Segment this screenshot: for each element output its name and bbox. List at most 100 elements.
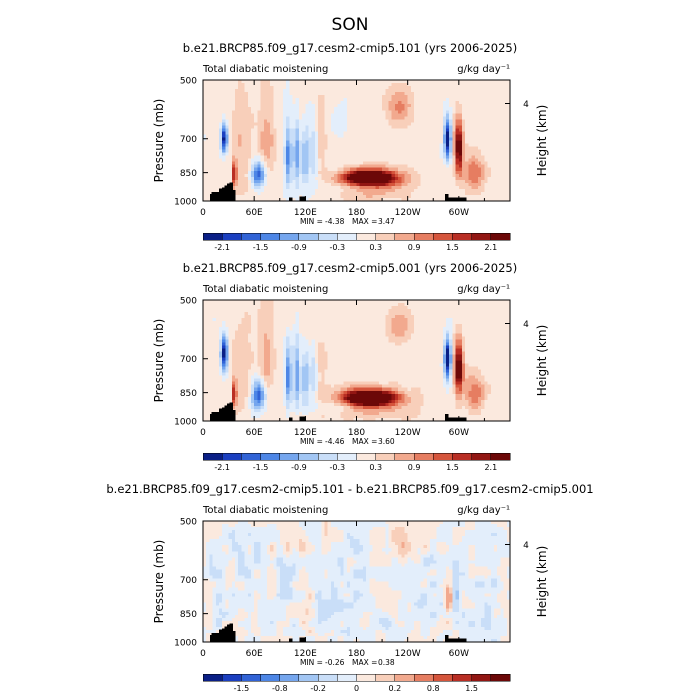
heatmap-cell bbox=[314, 125, 319, 129]
heatmap-cell bbox=[241, 146, 245, 150]
heatmap-cell bbox=[474, 128, 479, 132]
heatmap-cell bbox=[337, 128, 341, 132]
heatmap-cell bbox=[308, 173, 313, 178]
heatmap-cell bbox=[330, 191, 335, 196]
heatmap-cell bbox=[273, 372, 277, 377]
heatmap-cell bbox=[433, 173, 437, 178]
heatmap-cell bbox=[250, 98, 255, 102]
heatmap-cell bbox=[471, 86, 476, 90]
heatmap-cell bbox=[462, 176, 466, 181]
heatmap-cell bbox=[238, 95, 242, 99]
heatmap-cell bbox=[417, 179, 421, 184]
heatmap-cell bbox=[503, 164, 508, 169]
heatmap-cell bbox=[241, 119, 245, 123]
heatmap-cell bbox=[330, 140, 335, 144]
heatmap-cell bbox=[353, 95, 357, 99]
heatmap-cell bbox=[234, 333, 239, 337]
heatmap-cell bbox=[282, 399, 287, 404]
heatmap-cell bbox=[222, 399, 226, 404]
heatmap-cell bbox=[404, 122, 409, 126]
heatmap-cell bbox=[337, 119, 341, 123]
heatmap-cell bbox=[254, 158, 258, 163]
heatmap-cell bbox=[257, 366, 261, 370]
heatmap-cell bbox=[212, 131, 217, 135]
heatmap-cell bbox=[436, 194, 441, 199]
heatmap-cell bbox=[270, 179, 274, 184]
heatmap-cell bbox=[478, 167, 482, 172]
heatmap-cell bbox=[372, 152, 377, 157]
heatmap-cell bbox=[260, 149, 265, 153]
heatmap-cell bbox=[497, 86, 501, 90]
heatmap-cell bbox=[254, 405, 258, 410]
heatmap-cell bbox=[318, 137, 322, 141]
heatmap-cell bbox=[334, 116, 338, 120]
heatmap-cell bbox=[500, 197, 505, 202]
heatmap-cell bbox=[487, 197, 492, 202]
heatmap-cell bbox=[311, 182, 316, 187]
colorbar-box bbox=[279, 232, 300, 241]
heatmap-cell bbox=[359, 161, 364, 166]
heatmap-cell bbox=[314, 167, 319, 172]
heatmap-cell bbox=[257, 369, 261, 373]
heatmap-cell bbox=[270, 158, 274, 163]
heatmap-cell bbox=[250, 116, 255, 120]
heatmap-cell bbox=[234, 312, 239, 316]
heatmap-cell bbox=[478, 119, 482, 123]
heatmap-cell bbox=[308, 125, 313, 129]
heatmap-cell bbox=[465, 155, 469, 160]
heatmap-cell bbox=[481, 80, 485, 84]
heatmap-cell bbox=[241, 185, 245, 190]
heatmap-cell bbox=[337, 83, 341, 87]
heatmap-cell bbox=[458, 155, 463, 160]
heatmap-cell bbox=[506, 80, 511, 84]
heatmap-cell bbox=[270, 89, 274, 93]
heatmap-cell bbox=[270, 360, 274, 364]
heatmap-cell bbox=[490, 140, 495, 144]
heatmap-cell bbox=[474, 188, 479, 193]
heatmap-cell bbox=[350, 182, 354, 187]
heatmap-cell bbox=[238, 399, 242, 404]
heatmap-cell bbox=[225, 342, 229, 346]
heatmap-cell bbox=[270, 92, 274, 96]
heatmap-cell bbox=[398, 197, 402, 202]
heatmap-cell bbox=[321, 164, 325, 169]
heatmap-cell bbox=[426, 188, 431, 193]
heatmap-cell bbox=[238, 164, 242, 169]
heatmap-cell bbox=[286, 357, 290, 361]
heatmap-cell bbox=[209, 372, 213, 377]
heatmap-cell bbox=[417, 182, 421, 187]
heatmap-cell bbox=[257, 107, 261, 111]
heatmap-cell bbox=[465, 89, 469, 93]
heatmap-cell bbox=[222, 336, 226, 340]
heatmap-cell bbox=[471, 152, 476, 157]
heatmap-cell bbox=[458, 185, 463, 190]
heatmap-cell bbox=[430, 83, 434, 87]
heatmap-cell bbox=[254, 300, 258, 304]
heatmap-cell bbox=[420, 185, 425, 190]
heatmap-cell bbox=[257, 399, 261, 404]
heatmap-cell bbox=[503, 188, 508, 193]
heatmap-cell bbox=[468, 185, 473, 190]
heatmap-cell bbox=[314, 92, 319, 96]
heatmap-cell bbox=[506, 83, 511, 87]
heatmap-cell bbox=[206, 312, 210, 316]
heatmap-cell bbox=[468, 98, 473, 102]
heatmap-cell bbox=[260, 98, 265, 102]
heatmap-cell bbox=[302, 128, 306, 132]
heatmap-cell bbox=[468, 113, 473, 117]
heatmap-cell bbox=[369, 146, 373, 150]
heatmap-cell bbox=[490, 134, 495, 138]
heatmap-cell bbox=[455, 146, 460, 150]
heatmap-cell bbox=[228, 345, 233, 349]
heatmap-cell bbox=[276, 107, 281, 111]
heatmap-cell bbox=[234, 131, 239, 135]
heatmap-cell bbox=[247, 116, 252, 120]
heatmap-cell bbox=[250, 158, 255, 163]
heatmap-cell bbox=[279, 113, 284, 117]
heatmap-cell bbox=[385, 149, 389, 153]
heatmap-cell bbox=[228, 134, 233, 138]
heatmap-cell bbox=[455, 164, 460, 169]
heatmap-cell bbox=[225, 312, 229, 316]
heatmap-cell bbox=[241, 381, 245, 386]
heatmap-cell bbox=[238, 89, 242, 93]
